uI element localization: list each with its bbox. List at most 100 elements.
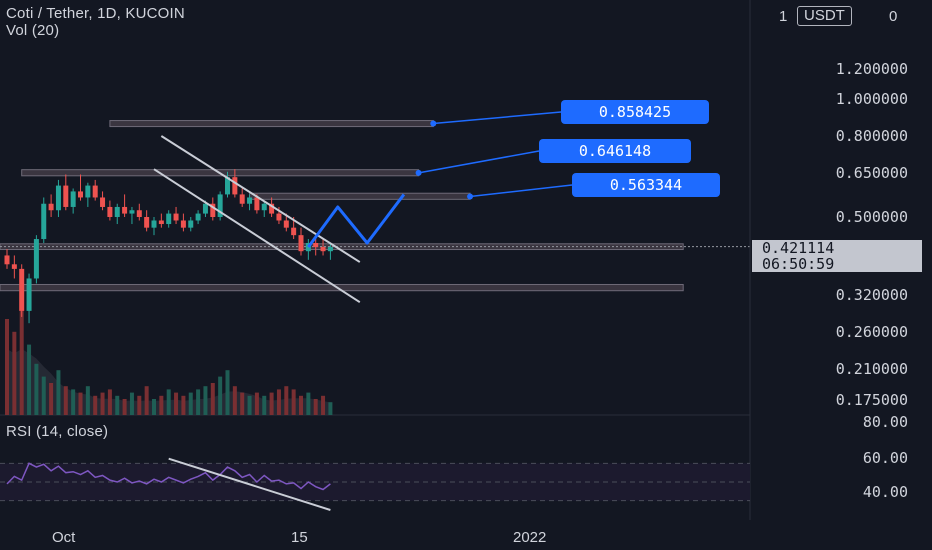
candle-body [210, 203, 216, 217]
volume-bar [232, 386, 237, 415]
candle-body [254, 197, 260, 211]
candle-body [19, 268, 25, 311]
volume-bar [269, 392, 274, 415]
candle-body [100, 197, 106, 207]
candle-body [327, 247, 333, 252]
volume-label: Vol (20) [6, 22, 60, 39]
price-tick: 0.320000 [835, 286, 908, 304]
target-anchor-dot [415, 169, 422, 176]
price-tick: 1.200000 [835, 60, 908, 78]
volume-bar [78, 392, 83, 415]
price-tick: 0.800000 [835, 127, 908, 145]
candle-body [180, 220, 186, 228]
target-connector [418, 150, 540, 174]
volume-bar [93, 395, 98, 415]
volume-bar [27, 344, 32, 415]
volume-bar [313, 399, 318, 415]
rsi-line [6, 462, 331, 491]
target-label-1[interactable]: 0.858425 [561, 100, 709, 124]
candle-body [313, 242, 319, 248]
candle-body [78, 191, 83, 198]
price-tick: 0.175000 [835, 391, 908, 409]
volume-bar [100, 392, 105, 415]
volume-bar [56, 370, 61, 415]
volume-bar [5, 319, 9, 415]
candle-body [239, 194, 245, 204]
volume-bar [34, 363, 39, 415]
volume-bar [129, 392, 134, 415]
candle-body [144, 217, 150, 228]
chart-grid [0, 0, 751, 520]
candle-body [188, 220, 194, 228]
candle-body [33, 239, 39, 279]
candle-body [202, 203, 208, 214]
volume-bar [321, 395, 326, 415]
candle-body [166, 213, 172, 225]
candle-body [92, 185, 98, 198]
volume-bar [41, 376, 46, 415]
candle-body [232, 177, 238, 195]
rsi-tick: 40.00 [862, 483, 908, 501]
clipped-tick-left: 1 [779, 8, 788, 25]
volume-bar [174, 392, 179, 415]
bar-countdown: 06:50:59 [762, 255, 835, 273]
candle-body [122, 206, 128, 214]
candle-body [11, 264, 17, 269]
volume-bars [5, 306, 333, 415]
volume-bar [218, 376, 223, 415]
volume-bar [49, 383, 54, 415]
rsi-panel [0, 457, 750, 511]
volume-bar [107, 389, 112, 415]
volume-bar [247, 395, 252, 415]
volume-bar [85, 386, 90, 415]
candle-body [291, 227, 297, 236]
volume-bar [276, 389, 281, 415]
rsi-trendline [168, 457, 331, 511]
rsi-tick: 60.00 [862, 449, 908, 467]
volume-bar [299, 395, 303, 415]
price-tick: 0.210000 [835, 360, 908, 378]
channel-lower-line [153, 168, 361, 304]
candle-body [158, 220, 164, 225]
volume-bar [19, 306, 24, 415]
candle-body [173, 213, 179, 221]
volume-bar [115, 395, 120, 415]
candle-body [114, 206, 120, 217]
volume-bar [166, 389, 171, 415]
target-connector [469, 184, 573, 198]
volume-bar [159, 395, 164, 415]
candle-body [55, 185, 61, 211]
volume-bar [63, 386, 68, 415]
trendlines [153, 111, 573, 304]
volume-bar [328, 402, 333, 415]
target-label-2[interactable]: 0.646148 [539, 139, 691, 163]
volume-bar [144, 386, 149, 415]
volume-bar [284, 386, 289, 415]
volume-bar [210, 383, 215, 415]
volume-bar [188, 392, 193, 415]
currency-selector[interactable]: USDT [797, 6, 852, 26]
rsi-label: RSI (14, close) [6, 423, 109, 440]
volume-bar [12, 331, 17, 415]
target-anchor-dot [430, 120, 437, 127]
candle-body [261, 203, 267, 211]
rsi-tick: 80.00 [862, 413, 908, 431]
candle-body [217, 194, 223, 217]
price-tick: 1.000000 [835, 90, 908, 108]
volume-bar [71, 389, 76, 415]
candle-body [63, 185, 69, 207]
candle-body [41, 203, 47, 240]
current-price-badge: 0.421114 06:50:59 [752, 240, 922, 272]
price-tick: 0.260000 [835, 323, 908, 341]
candle-body [269, 203, 275, 214]
volume-bar [152, 399, 156, 415]
zone-target-0.858425 [109, 120, 434, 128]
candle-body [298, 235, 304, 252]
candle-body [283, 220, 289, 228]
candle-body [136, 210, 142, 217]
target-anchor-dot [467, 193, 474, 200]
target-label-3[interactable]: 0.563344 [572, 173, 720, 197]
volume-bar [254, 392, 259, 415]
candle-body [276, 213, 282, 221]
